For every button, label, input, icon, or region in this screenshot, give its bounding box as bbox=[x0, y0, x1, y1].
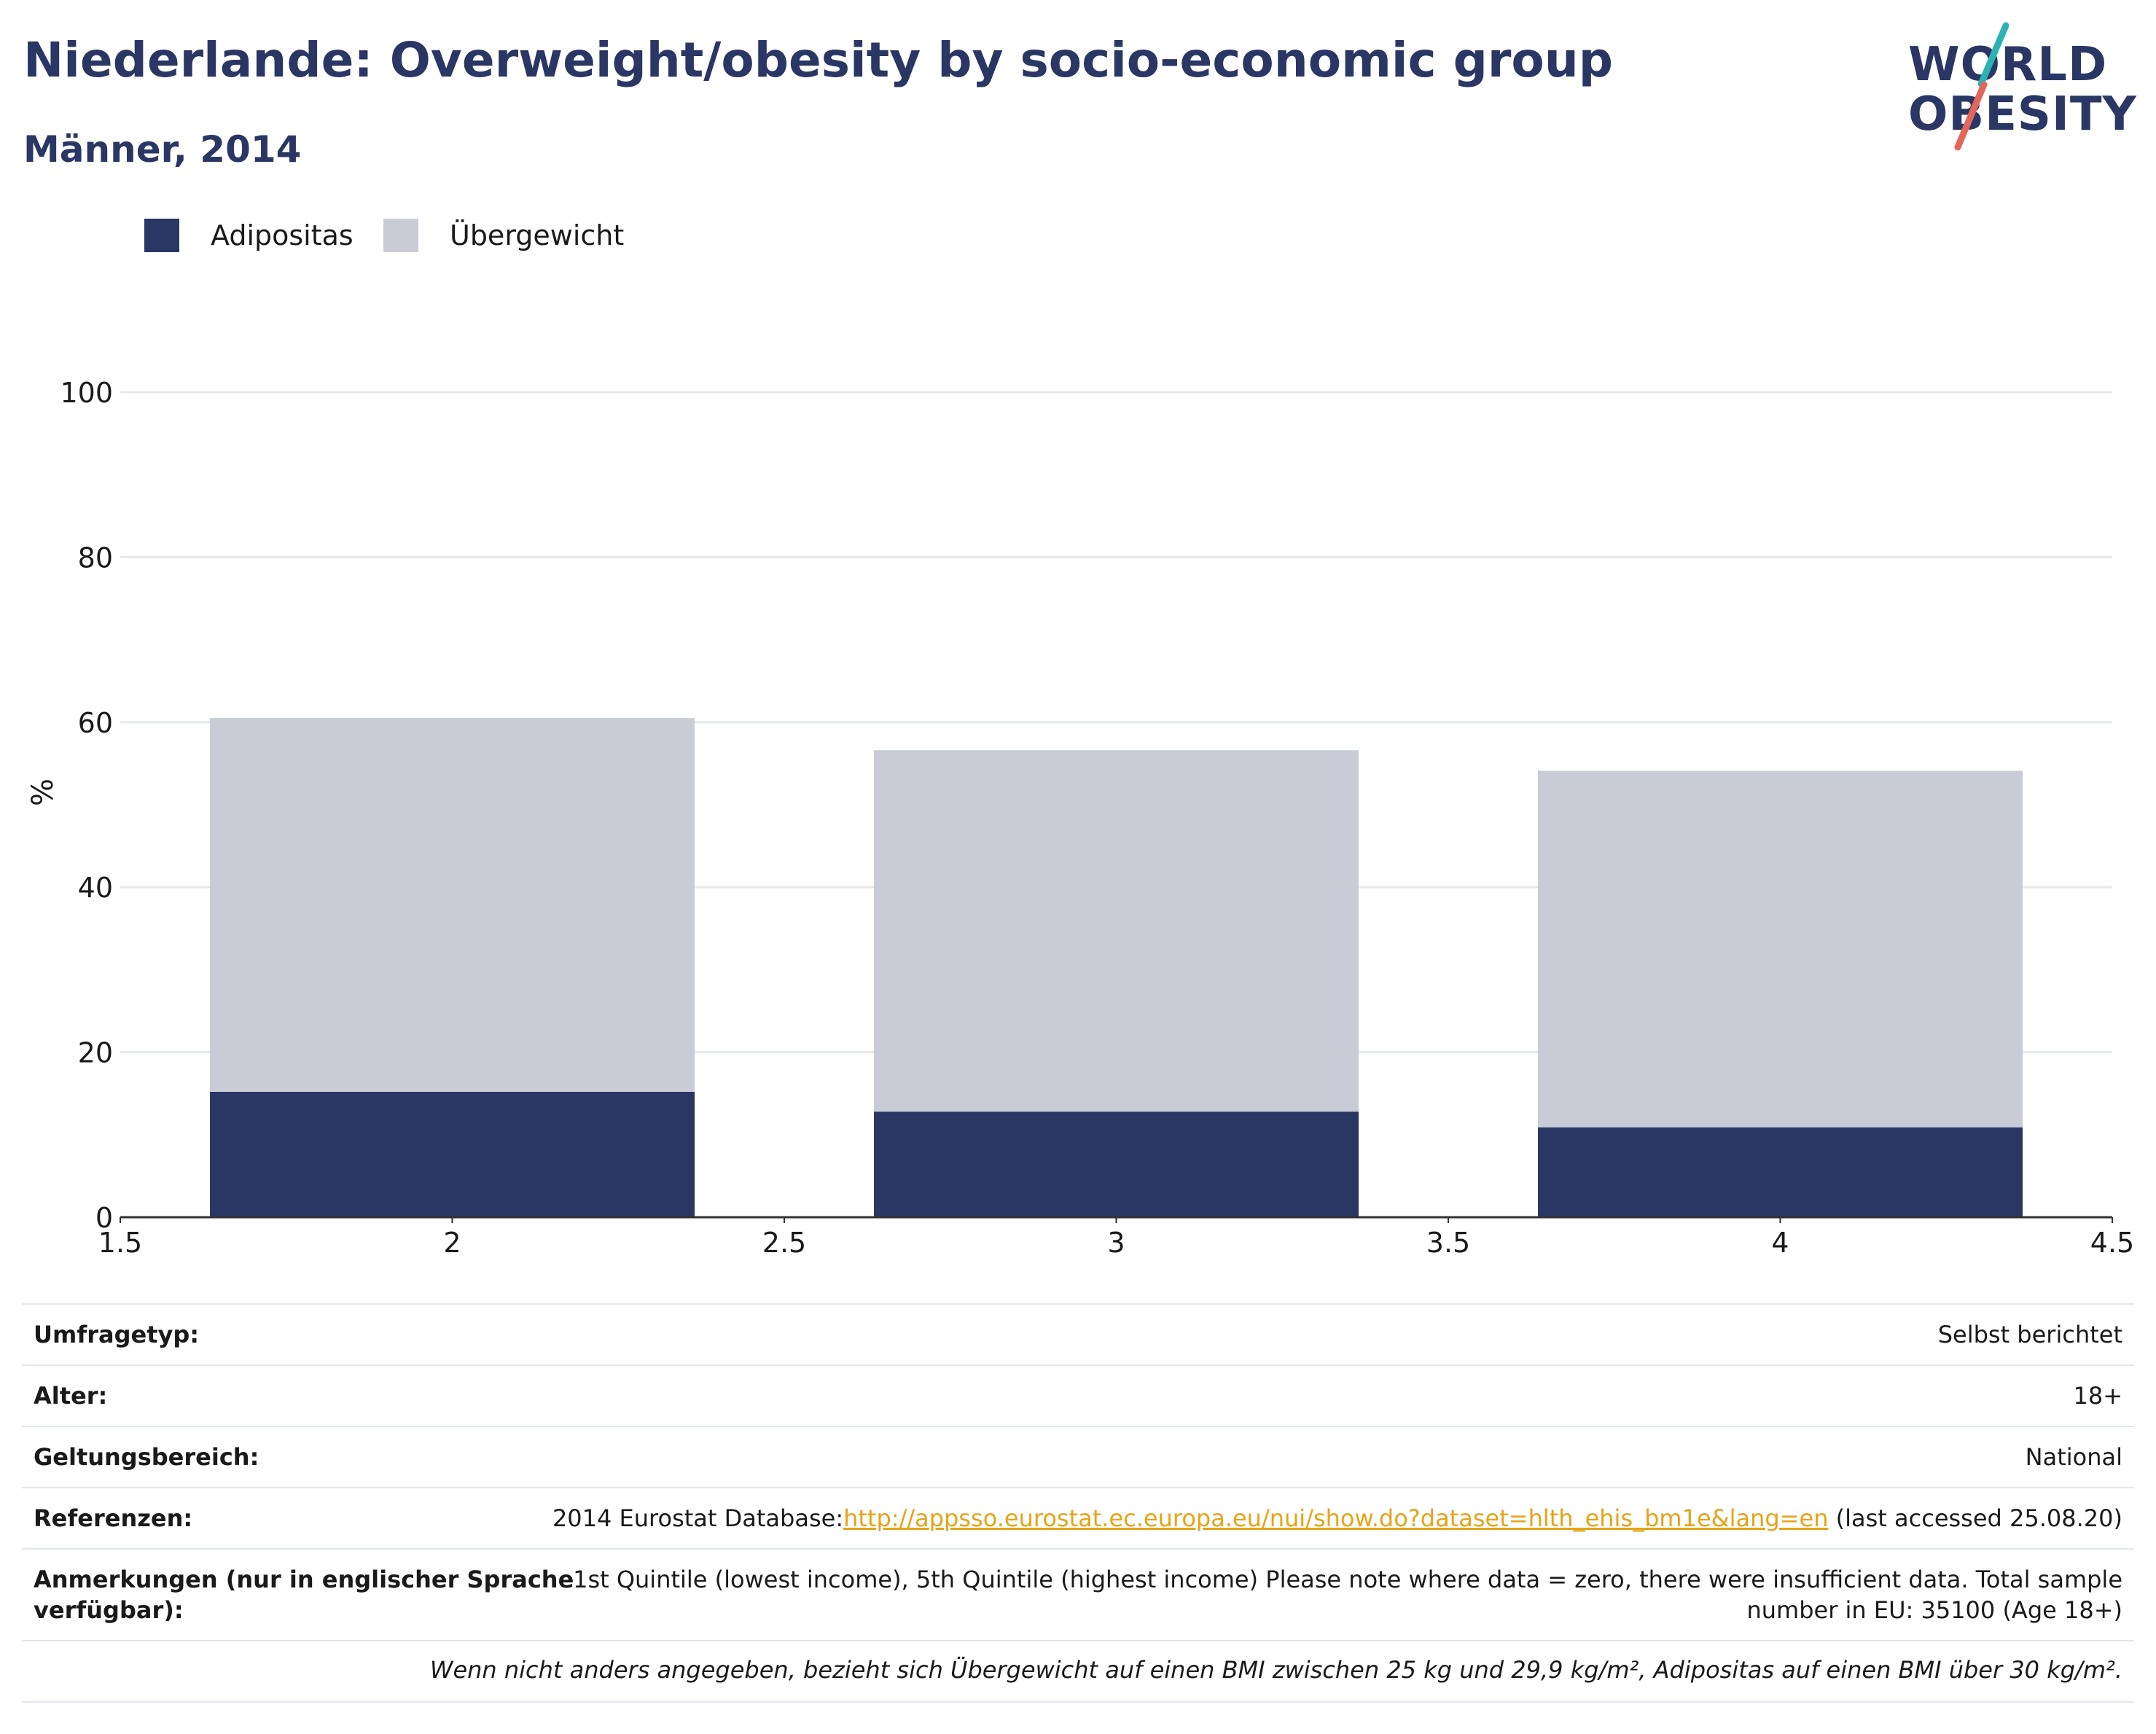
x-tick-label: 3 bbox=[1107, 1227, 1125, 1259]
x-tick-label: 4.5 bbox=[2090, 1227, 2134, 1259]
bar-uebergewicht-4[interactable] bbox=[1537, 770, 2023, 1128]
x-tick-label: 2 bbox=[443, 1227, 461, 1259]
info-row-umfragetyp: Umfragetyp: Selbst berichtet bbox=[22, 1303, 2134, 1364]
x-tick-label: 1.5 bbox=[98, 1227, 142, 1259]
info-row-geltungsbereich: Geltungsbereich: National bbox=[22, 1426, 2134, 1487]
legend-swatch-uebergewicht bbox=[383, 219, 418, 252]
chart-title: Niederlande: Overweight/obesity by socio… bbox=[23, 32, 1613, 88]
logo-line-world: WORLD bbox=[1908, 38, 2108, 92]
info-value-referenzen: 2014 Eurostat Database:http://appsso.eur… bbox=[552, 1503, 2122, 1534]
info-label-anmerkungen-line1: Anmerkungen (nur in englischer Sprache bbox=[34, 1566, 574, 1593]
y-tick-label: 40 bbox=[78, 872, 113, 904]
info-table: Umfragetyp: Selbst berichtet Alter: 18+ … bbox=[22, 1303, 2134, 1703]
reference-suffix: (last accessed 25.08.20) bbox=[1828, 1504, 2122, 1532]
y-tick-label: 20 bbox=[78, 1037, 113, 1069]
x-tick-labels: 1.5 2 2.5 3 3.5 4 4.5 bbox=[98, 1217, 2134, 1259]
info-value-anmerkungen: 1st Quintile (lowest income), 5th Quinti… bbox=[573, 1564, 2122, 1625]
info-value-anmerkungen-line2: number in EU: 35100 (Age 18+) bbox=[1746, 1596, 2122, 1624]
y-tick-label: 100 bbox=[60, 377, 113, 409]
info-row-referenzen: Referenzen: 2014 Eurostat Database:http:… bbox=[22, 1487, 2134, 1548]
y-axis-label: % bbox=[26, 778, 60, 806]
bar-adipositas-3[interactable] bbox=[873, 1112, 1359, 1217]
info-value-umfragetyp: Selbst berichtet bbox=[1937, 1321, 2122, 1348]
info-row-alter: Alter: 18+ bbox=[22, 1364, 2134, 1426]
x-tick-label: 4 bbox=[1771, 1227, 1789, 1259]
info-value-anmerkungen-line1: 1st Quintile (lowest income), 5th Quinti… bbox=[573, 1566, 2122, 1593]
footnote: Wenn nicht anders angegeben, bezieht sic… bbox=[22, 1640, 2134, 1703]
reference-prefix: 2014 Eurostat Database: bbox=[552, 1504, 844, 1532]
legend-label-uebergewicht: Übergewicht bbox=[450, 219, 625, 251]
x-tick-label: 3.5 bbox=[1426, 1227, 1470, 1259]
x-tick-label: 2.5 bbox=[762, 1227, 806, 1259]
legend-label-adipositas: Adipositas bbox=[211, 219, 354, 251]
y-tick-label: 60 bbox=[78, 707, 113, 739]
bar-uebergewicht-3[interactable] bbox=[873, 750, 1359, 1112]
logo-slash-icon bbox=[1954, 22, 2009, 151]
logo-line-obesity: OBESITY bbox=[1908, 87, 2137, 141]
info-label-referenzen: Referenzen: bbox=[34, 1504, 193, 1532]
y-tick-labels: 0 20 40 60 80 100 bbox=[60, 377, 113, 1234]
info-row-anmerkungen: Anmerkungen (nur in englischer Sprache ve… bbox=[22, 1548, 2134, 1640]
info-value-geltungsbereich: National bbox=[2025, 1443, 2122, 1471]
world-obesity-logo: WORLD OBESITY bbox=[1895, 15, 2143, 160]
bars bbox=[209, 718, 2023, 1217]
info-label-umfragetyp: Umfragetyp: bbox=[34, 1321, 200, 1348]
info-label-alter: Alter: bbox=[34, 1382, 108, 1410]
reference-link[interactable]: http://appsso.eurostat.ec.europa.eu/nui/… bbox=[843, 1504, 1829, 1532]
footnote-text: Wenn nicht anders angegeben, bezieht sic… bbox=[429, 1656, 2122, 1684]
legend-swatch-adipositas bbox=[144, 219, 179, 252]
stacked-bar-chart: 0 20 40 60 80 100 1.5 2 2.5 3 3.5 4 4.5 % bbox=[26, 377, 2134, 1259]
bar-uebergewicht-2[interactable] bbox=[209, 718, 695, 1092]
y-tick-label: 80 bbox=[78, 542, 113, 574]
info-label-anmerkungen: Anmerkungen (nur in englischer Sprache ve… bbox=[34, 1564, 574, 1625]
info-label-geltungsbereich: Geltungsbereich: bbox=[34, 1443, 259, 1471]
info-label-anmerkungen-line2: verfügbar): bbox=[34, 1596, 184, 1624]
chart-subtitle: Männer, 2014 bbox=[23, 128, 302, 171]
bar-adipositas-2[interactable] bbox=[209, 1091, 695, 1217]
info-value-alter: 18+ bbox=[2073, 1382, 2122, 1410]
bar-adipositas-4[interactable] bbox=[1537, 1127, 2023, 1217]
y-tick-label: 0 bbox=[95, 1202, 113, 1234]
